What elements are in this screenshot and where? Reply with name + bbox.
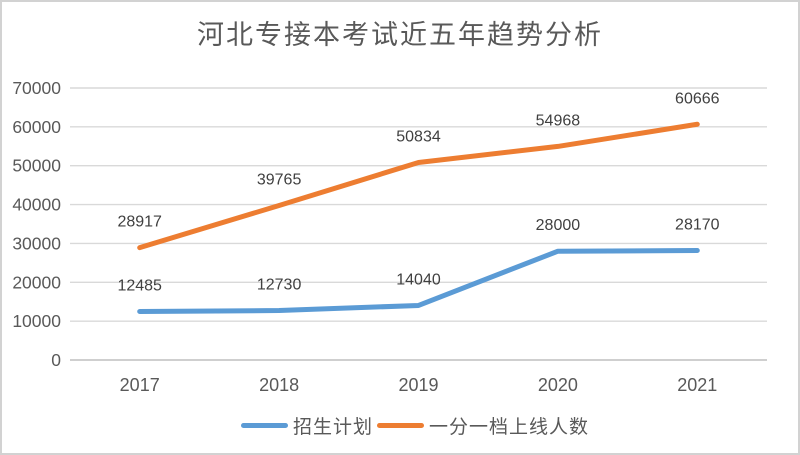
series-line xyxy=(137,248,700,314)
data-label: 60666 xyxy=(675,90,720,107)
data-label: 50834 xyxy=(396,128,441,145)
data-label: 54968 xyxy=(536,112,581,129)
y-tick-label: 10000 xyxy=(12,311,61,331)
chart-legend: 招生计划 一分一档上线人数 xyxy=(17,412,798,439)
x-tick-label: 2017 xyxy=(120,375,160,395)
series-line xyxy=(137,121,700,251)
data-label: 14040 xyxy=(396,271,441,288)
y-tick-label: 70000 xyxy=(12,78,61,98)
data-label: 39765 xyxy=(257,171,302,188)
data-label: 28000 xyxy=(536,217,581,234)
x-tick-label: 2018 xyxy=(259,375,299,395)
chart-title: 河北专接本考试近五年趋势分析 xyxy=(197,20,603,50)
x-tick-label: 2020 xyxy=(538,375,578,395)
data-label: 12485 xyxy=(117,277,162,294)
legend-label: 招生计划 xyxy=(292,417,373,438)
y-tick-label: 20000 xyxy=(12,272,61,292)
x-tick-label: 2021 xyxy=(677,375,717,395)
legend-item-above-line-count: 一分一档上线人数 xyxy=(377,412,589,439)
legend-label: 一分一档上线人数 xyxy=(429,417,590,438)
legend-line-swatch-orange xyxy=(377,423,424,428)
legend-item-enrollment-plan: 招生计划 xyxy=(240,412,373,439)
data-label: 28170 xyxy=(675,217,720,234)
y-tick-label: 40000 xyxy=(12,195,61,215)
data-label: 12730 xyxy=(257,277,302,294)
data-label: 28917 xyxy=(117,214,162,231)
y-tick-label: 30000 xyxy=(12,233,61,253)
y-tick-label: 50000 xyxy=(12,156,61,176)
x-tick-label: 2019 xyxy=(398,375,438,395)
y-tick-label: 60000 xyxy=(12,117,61,137)
y-tick-label: 0 xyxy=(51,350,61,370)
legend-line-swatch-blue xyxy=(240,423,288,428)
